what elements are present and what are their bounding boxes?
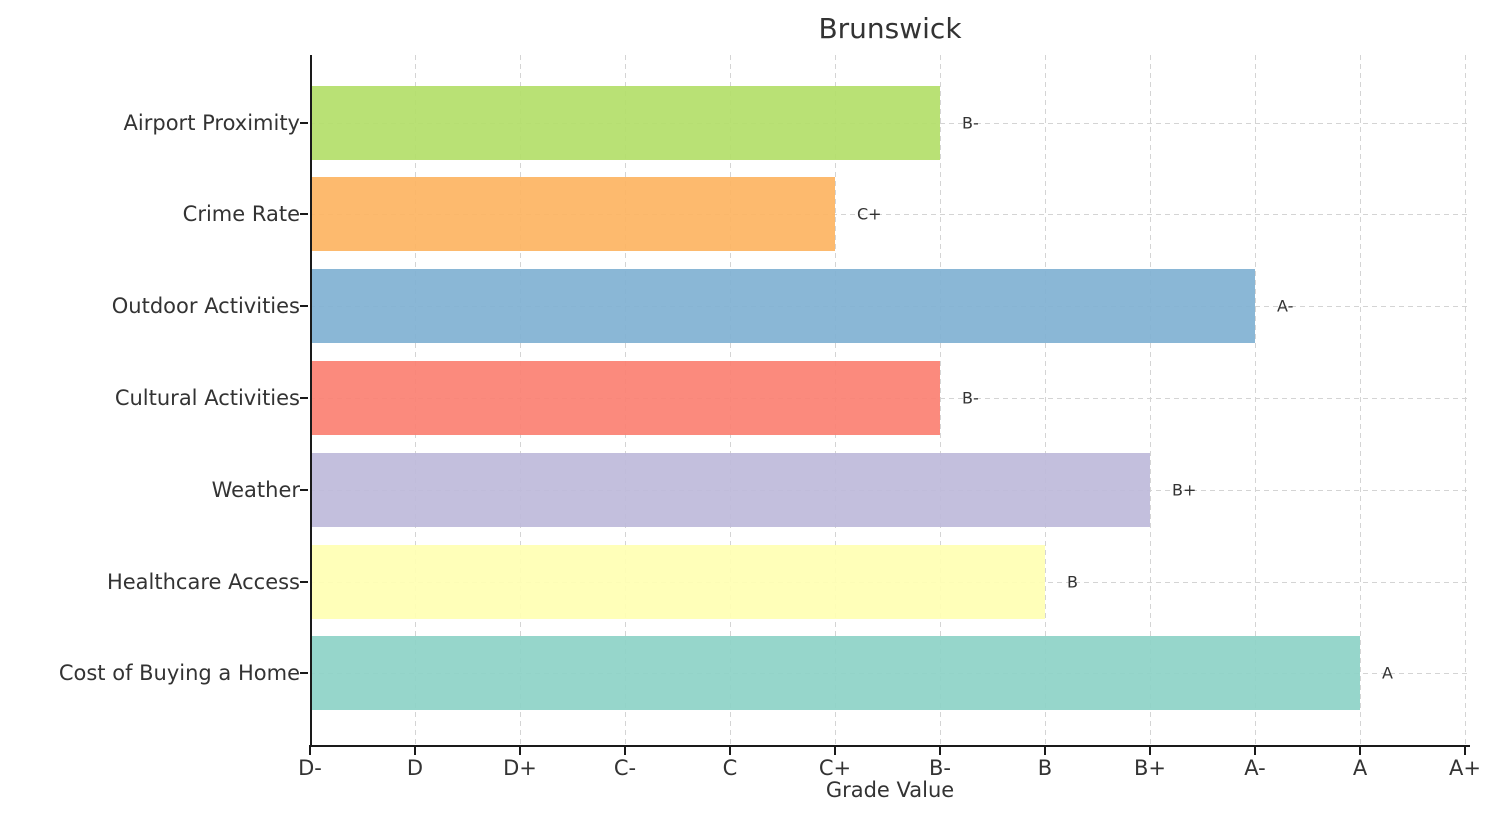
x-tick-label-c: C+: [818, 756, 852, 780]
x-tick-mark: [309, 747, 311, 755]
x-tick-label-d: D-: [298, 756, 322, 780]
y-axis-spine: [310, 55, 312, 747]
x-tick-mark: [729, 747, 731, 755]
y-tick-mark: [300, 672, 308, 675]
x-tick-mark: [1044, 747, 1046, 755]
bar-weather: [312, 452, 1150, 527]
x-tick-mark: [1254, 747, 1256, 755]
x-tick-mark: [414, 747, 416, 755]
gridline-vertical: [940, 55, 941, 745]
x-axis-label: Grade Value: [825, 778, 955, 802]
x-tick-label-b: B-: [929, 756, 951, 780]
gridline-vertical: [1360, 55, 1361, 745]
bar-value-label-crime-rate: C+: [857, 204, 882, 224]
x-tick-label-a: A+: [1449, 756, 1481, 780]
category-label-cultural-activities: Cultural Activities: [114, 385, 300, 410]
bar-cost-of-buying-a-home: [312, 636, 1360, 711]
category-label-crime-rate: Crime Rate: [182, 202, 300, 227]
x-tick-label-d: D+: [503, 756, 537, 780]
bar-airport-proximity: [312, 85, 940, 160]
x-tick-label-d: D: [406, 756, 424, 780]
x-tick-mark: [624, 747, 626, 755]
category-label-outdoor-activities: Outdoor Activities: [111, 294, 300, 319]
bar-value-label-weather: B+: [1172, 480, 1197, 500]
x-tick-label-c: C-: [613, 756, 637, 780]
bar-value-label-outdoor-activities: A-: [1277, 296, 1294, 316]
bar-healthcare-access: [312, 544, 1045, 619]
gridline-horizontal: [310, 214, 1470, 216]
x-tick-mark: [1464, 747, 1466, 755]
category-label-healthcare-access: Healthcare Access: [106, 569, 300, 594]
bar-value-label-healthcare-access: B: [1067, 572, 1078, 591]
category-label-cost-of-buying-a-home: Cost of Buying a Home: [58, 661, 300, 686]
y-tick-mark: [300, 396, 308, 399]
bar-cultural-activities: [312, 360, 940, 435]
gridline-vertical: [1150, 55, 1151, 745]
gridline-vertical: [1255, 55, 1256, 745]
x-tick-label-b: B+: [1133, 756, 1167, 780]
category-label-airport-proximity: Airport Proximity: [123, 110, 300, 135]
bar-value-label-airport-proximity: B-: [962, 113, 979, 132]
y-tick-mark: [300, 305, 308, 308]
bar-crime-rate: [312, 177, 835, 252]
y-tick-mark: [300, 580, 308, 583]
x-axis-spine: [309, 745, 1470, 747]
y-tick-mark: [300, 213, 308, 216]
x-tick-mark: [1359, 747, 1361, 755]
x-tick-mark: [834, 747, 836, 755]
x-tick-label-a: A: [1352, 756, 1368, 780]
x-tick-label-a: A-: [1244, 756, 1266, 780]
bar-value-label-cultural-activities: B-: [962, 388, 979, 408]
x-tick-label-b: B: [1037, 756, 1053, 780]
gridline-vertical: [1465, 55, 1466, 745]
x-tick-label-c: C: [722, 756, 738, 780]
gridline-vertical: [1045, 55, 1046, 745]
category-label-weather: Weather: [211, 477, 300, 502]
x-tick-mark: [939, 747, 941, 755]
bar-outdoor-activities: [312, 269, 1255, 344]
chart-title: Brunswick: [818, 12, 962, 45]
y-tick-mark: [300, 488, 308, 491]
x-tick-mark: [519, 747, 521, 755]
y-tick-mark: [300, 121, 308, 124]
bar-value-label-cost-of-buying-a-home: A: [1382, 663, 1393, 683]
x-tick-mark: [1149, 747, 1151, 755]
